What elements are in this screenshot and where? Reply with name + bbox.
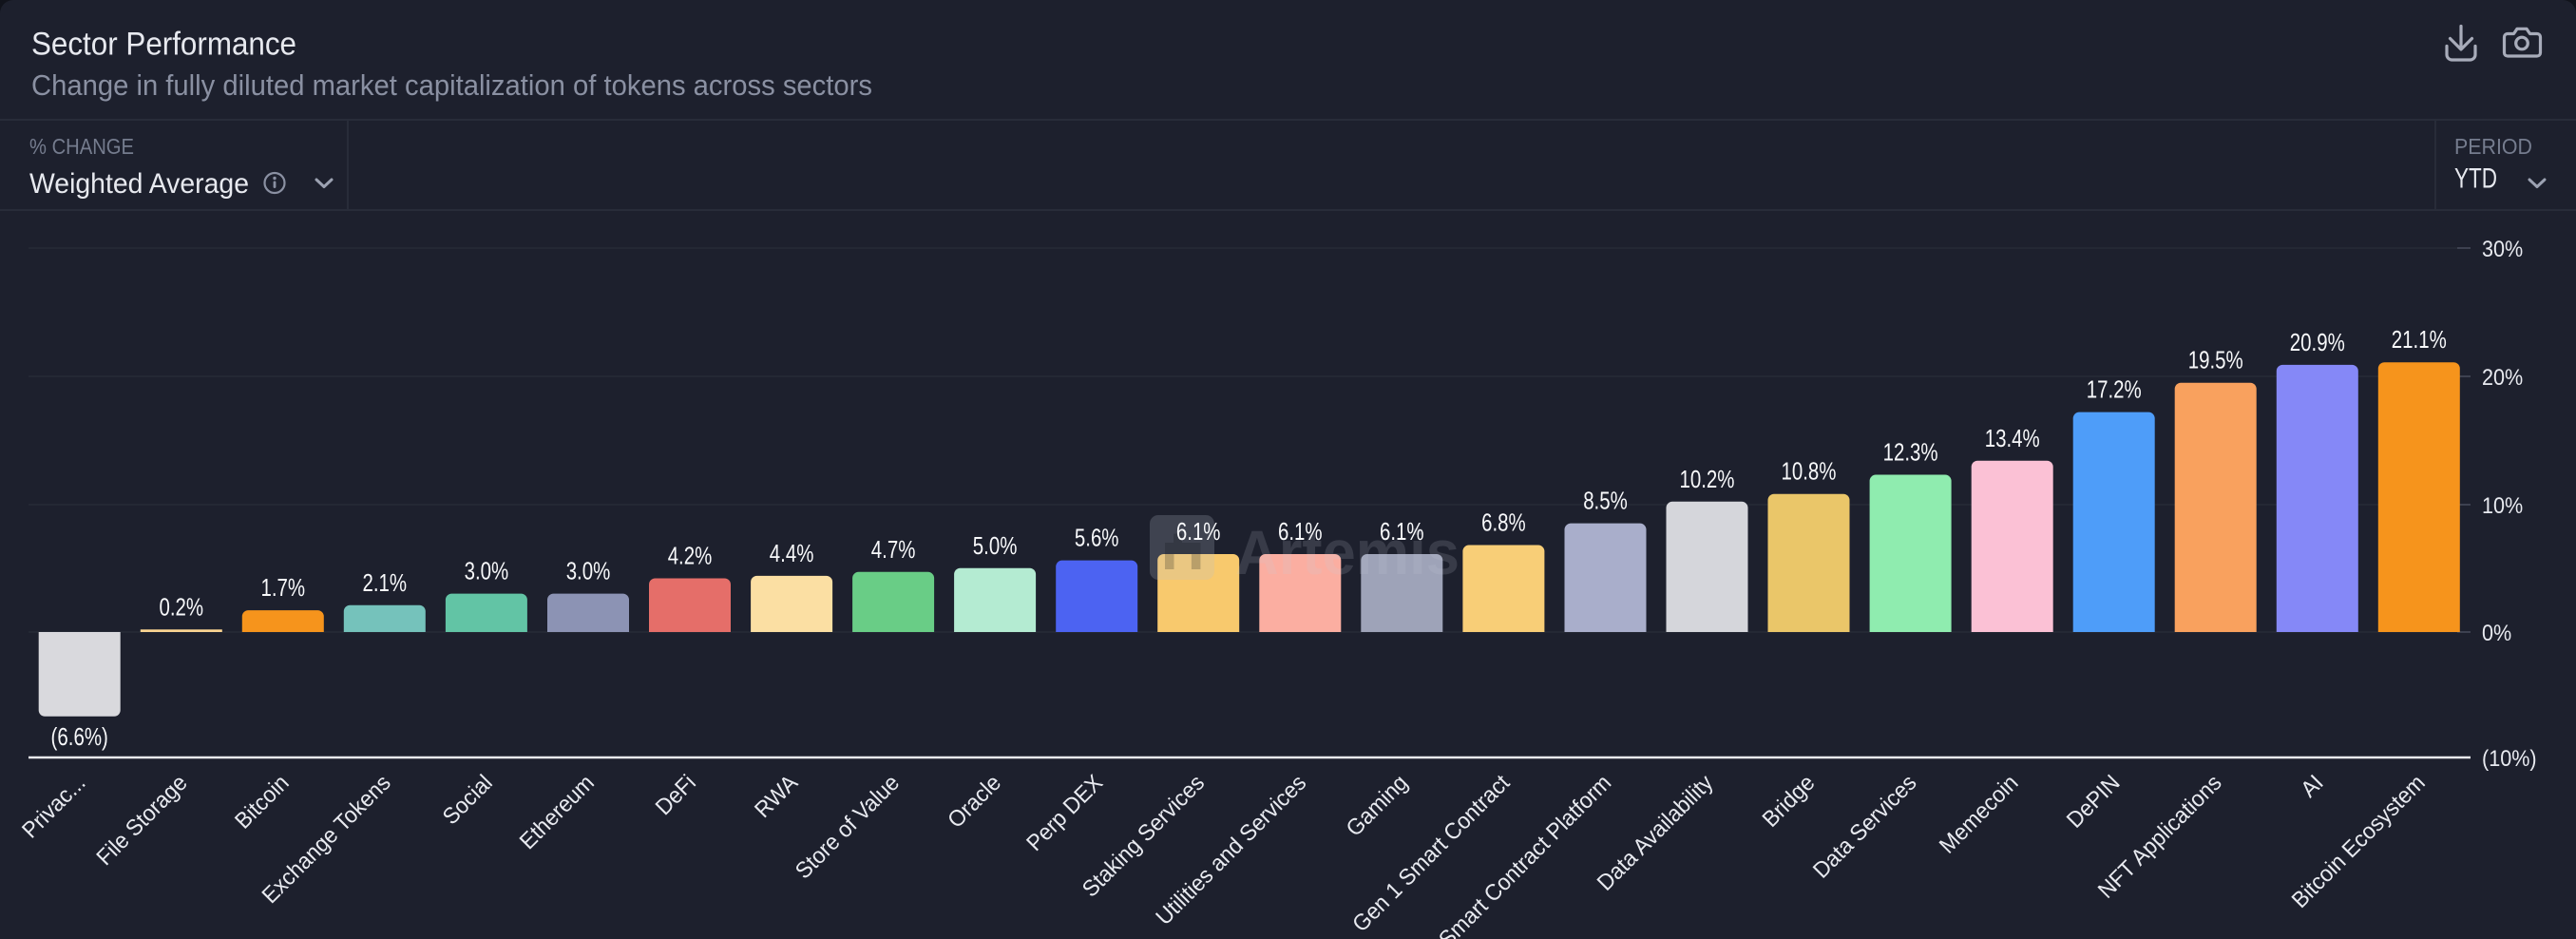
svg-text:Data Services: Data Services bbox=[1808, 770, 1921, 883]
svg-text:AI: AI bbox=[2296, 770, 2328, 802]
svg-text:13.4%: 13.4% bbox=[1985, 424, 2040, 452]
svg-text:Perp DEX: Perp DEX bbox=[1021, 770, 1108, 856]
svg-text:3.0%: 3.0% bbox=[566, 557, 611, 585]
svg-text:4.2%: 4.2% bbox=[668, 542, 713, 570]
svg-text:Ethereum: Ethereum bbox=[515, 770, 600, 854]
svg-text:6.8%: 6.8% bbox=[1481, 508, 1526, 537]
svg-text:Sector Performance: Sector Performance bbox=[31, 27, 296, 63]
svg-text:6.1%: 6.1% bbox=[1176, 517, 1221, 546]
svg-text:10.2%: 10.2% bbox=[1680, 465, 1735, 493]
svg-text:DePIN: DePIN bbox=[2062, 770, 2126, 834]
svg-text:0%: 0% bbox=[2482, 621, 2511, 646]
svg-text:PERIOD: PERIOD bbox=[2454, 134, 2532, 159]
svg-text:(6.6%): (6.6%) bbox=[51, 722, 108, 751]
svg-text:2.1%: 2.1% bbox=[363, 568, 408, 597]
svg-text:Bridge: Bridge bbox=[1758, 770, 1821, 833]
svg-text:Bitcoin: Bitcoin bbox=[230, 770, 294, 834]
svg-text:Oracle: Oracle bbox=[943, 770, 1006, 834]
svg-text:20.9%: 20.9% bbox=[2290, 328, 2345, 356]
svg-text:Weighted Average: Weighted Average bbox=[29, 168, 249, 200]
svg-text:12.3%: 12.3% bbox=[1883, 438, 1938, 467]
svg-text:8.5%: 8.5% bbox=[1583, 487, 1628, 515]
svg-text:6.1%: 6.1% bbox=[1380, 517, 1424, 546]
svg-text:17.2%: 17.2% bbox=[2087, 375, 2142, 404]
svg-text:DeFi: DeFi bbox=[651, 770, 701, 820]
svg-text:21.1%: 21.1% bbox=[2392, 325, 2447, 354]
svg-text:0.2%: 0.2% bbox=[160, 592, 204, 621]
svg-text:% CHANGE: % CHANGE bbox=[29, 134, 134, 159]
svg-text:Social: Social bbox=[438, 770, 498, 830]
svg-text:1.7%: 1.7% bbox=[261, 573, 306, 602]
svg-text:3.0%: 3.0% bbox=[465, 557, 509, 585]
svg-text:4.7%: 4.7% bbox=[871, 535, 916, 564]
svg-text:Gaming: Gaming bbox=[1342, 770, 1414, 842]
svg-text:Smart Contract Platform: Smart Contract Platform bbox=[1434, 770, 1616, 939]
svg-text:19.5%: 19.5% bbox=[2188, 346, 2243, 374]
svg-text:4.4%: 4.4% bbox=[770, 539, 814, 567]
svg-text:Store of Value: Store of Value bbox=[791, 770, 905, 884]
svg-text:Artemis: Artemis bbox=[1235, 517, 1460, 587]
svg-text:YTD: YTD bbox=[2454, 163, 2497, 195]
svg-text:6.1%: 6.1% bbox=[1278, 517, 1323, 546]
svg-text:RWA: RWA bbox=[750, 770, 803, 823]
svg-text:5.0%: 5.0% bbox=[973, 531, 1018, 560]
svg-text:(10%): (10%) bbox=[2482, 746, 2537, 772]
svg-text:10.8%: 10.8% bbox=[1782, 457, 1837, 486]
svg-text:Memecoin: Memecoin bbox=[1935, 770, 2023, 858]
svg-text:30%: 30% bbox=[2482, 237, 2523, 262]
svg-text:File Storage: File Storage bbox=[92, 770, 193, 871]
svg-text:20%: 20% bbox=[2482, 365, 2523, 391]
svg-text:Change in fully diluted market: Change in fully diluted market capitaliz… bbox=[31, 68, 872, 102]
svg-text:5.6%: 5.6% bbox=[1075, 524, 1119, 552]
svg-text:Privac...: Privac... bbox=[17, 770, 90, 843]
svg-text:10%: 10% bbox=[2482, 493, 2523, 519]
